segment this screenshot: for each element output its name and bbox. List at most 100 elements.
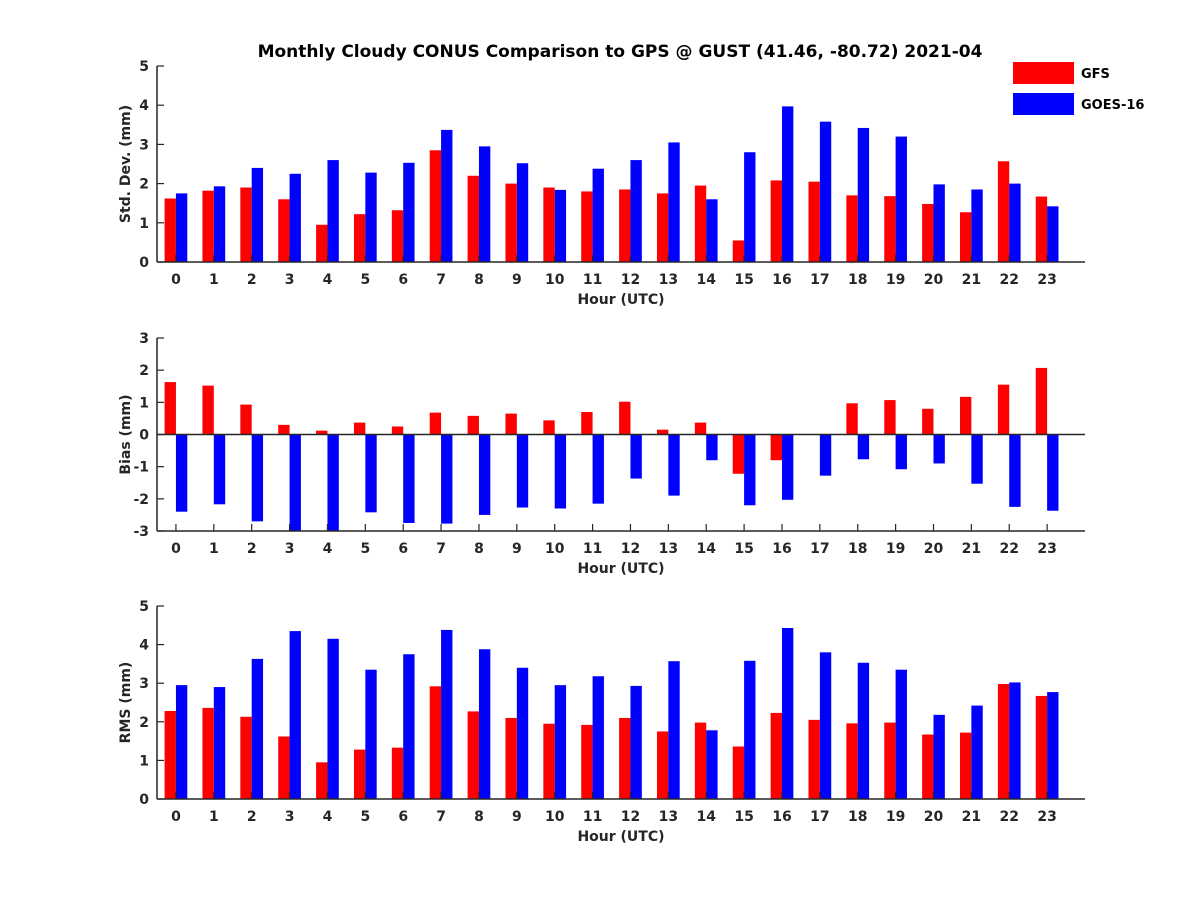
x-tick-label: 20 bbox=[924, 809, 944, 825]
bar-gfs-15 bbox=[732, 434, 745, 474]
x-tick-label: 23 bbox=[1037, 809, 1056, 825]
x-tick-label: 7 bbox=[436, 541, 446, 557]
x-tick-label: 9 bbox=[512, 272, 522, 288]
chart-title: Monthly Cloudy CONUS Comparison to GPS @… bbox=[258, 42, 983, 62]
x-tick-label: 5 bbox=[360, 272, 370, 288]
bar-gfs-14 bbox=[694, 185, 707, 262]
bar-gfs-3 bbox=[278, 424, 290, 435]
bar-gfs-12 bbox=[619, 717, 631, 799]
bar-gfs-0 bbox=[164, 710, 176, 799]
bar-goes-16-4 bbox=[327, 434, 339, 531]
legend-swatch-gfs bbox=[1013, 62, 1074, 84]
bar-gfs-22 bbox=[997, 683, 1010, 799]
bar-goes-16-22 bbox=[1009, 682, 1021, 799]
bar-gfs-1 bbox=[202, 385, 214, 435]
bar-goes-16-3 bbox=[289, 434, 301, 531]
bar-gfs-21 bbox=[960, 732, 972, 799]
x-tick-label: 15 bbox=[734, 541, 753, 557]
x-tick-label: 0 bbox=[171, 541, 181, 557]
bar-goes-16-23 bbox=[1047, 434, 1059, 511]
bar-gfs-7 bbox=[429, 150, 442, 262]
x-tick-label: 3 bbox=[285, 541, 295, 557]
y-tick-label: 4 bbox=[139, 638, 149, 654]
x-tick-label: 7 bbox=[436, 809, 446, 825]
bar-goes-16-11 bbox=[592, 434, 604, 504]
bar-gfs-1 bbox=[202, 190, 214, 262]
x-tick-label: 20 bbox=[924, 541, 944, 557]
x-tick-label: 23 bbox=[1037, 272, 1056, 288]
y-axis-label: RMS (mm) bbox=[118, 662, 134, 744]
x-tick-label: 10 bbox=[545, 809, 565, 825]
x-tick-label: 16 bbox=[772, 272, 791, 288]
x-tick-label: 17 bbox=[810, 272, 829, 288]
bar-gfs-15 bbox=[732, 746, 745, 799]
x-tick-label: 15 bbox=[734, 809, 753, 825]
legend: GFS GOES-16 bbox=[1013, 62, 1144, 115]
x-tick-label: 12 bbox=[621, 272, 640, 288]
y-tick-label: 2 bbox=[139, 363, 149, 379]
x-tick-label: 4 bbox=[323, 272, 333, 288]
y-tick-label: -3 bbox=[133, 524, 149, 540]
x-axis-label: Hour (UTC) bbox=[577, 829, 664, 845]
bar-goes-16-6 bbox=[403, 654, 415, 799]
x-tick-label: 14 bbox=[696, 272, 716, 288]
bar-goes-16-17 bbox=[819, 434, 832, 476]
bar-goes-16-21 bbox=[971, 434, 983, 484]
x-tick-label: 21 bbox=[962, 541, 981, 557]
x-tick-label: 12 bbox=[621, 541, 640, 557]
bar-gfs-2 bbox=[240, 187, 252, 262]
bar-gfs-19 bbox=[884, 196, 896, 262]
legend-label-gfs: GFS bbox=[1081, 67, 1110, 82]
bar-gfs-12 bbox=[619, 189, 631, 262]
x-tick-label: 8 bbox=[474, 272, 484, 288]
x-tick-label: 1 bbox=[209, 272, 219, 288]
bar-goes-16-23 bbox=[1047, 692, 1059, 799]
bar-goes-16-21 bbox=[971, 705, 983, 799]
bar-goes-16-5 bbox=[365, 172, 377, 262]
x-tick-label: 5 bbox=[360, 809, 370, 825]
bar-goes-16-17 bbox=[819, 121, 832, 262]
x-tick-label: 11 bbox=[583, 541, 602, 557]
y-tick-label: 3 bbox=[139, 137, 149, 153]
x-tick-label: 19 bbox=[886, 809, 905, 825]
x-axis-label: Hour (UTC) bbox=[577, 561, 664, 577]
bar-gfs-14 bbox=[694, 422, 707, 435]
x-tick-label: 17 bbox=[810, 809, 829, 825]
y-tick-label: 4 bbox=[139, 98, 149, 114]
bar-gfs-12 bbox=[619, 401, 631, 435]
bar-gfs-10 bbox=[543, 723, 555, 799]
bar-gfs-10 bbox=[543, 187, 555, 262]
bar-goes-16-15 bbox=[744, 660, 756, 799]
bar-gfs-5 bbox=[353, 422, 366, 435]
bar-goes-16-19 bbox=[895, 669, 907, 799]
bar-gfs-16 bbox=[770, 712, 782, 799]
bar-goes-16-14 bbox=[706, 199, 718, 262]
bar-goes-16-1 bbox=[213, 434, 226, 505]
x-tick-label: 18 bbox=[848, 809, 867, 825]
x-tick-label: 6 bbox=[398, 809, 408, 825]
x-tick-label: 4 bbox=[323, 541, 333, 557]
y-tick-label: 3 bbox=[139, 331, 149, 347]
y-axis-label: Std. Dev. (mm) bbox=[118, 105, 134, 223]
bar-goes-16-15 bbox=[744, 434, 756, 506]
x-tick-label: 22 bbox=[1000, 272, 1019, 288]
bar-goes-16-1 bbox=[213, 687, 226, 799]
bar-gfs-0 bbox=[164, 382, 176, 435]
x-tick-label: 19 bbox=[886, 272, 905, 288]
bar-goes-16-4 bbox=[327, 160, 339, 262]
bar-gfs-3 bbox=[278, 736, 290, 799]
bar-goes-16-15 bbox=[744, 152, 756, 262]
bar-goes-16-13 bbox=[668, 434, 680, 496]
bar-goes-16-10 bbox=[554, 685, 567, 799]
x-tick-label: 10 bbox=[545, 272, 565, 288]
bar-gfs-20 bbox=[922, 734, 934, 799]
bar-goes-16-11 bbox=[592, 676, 604, 799]
bar-goes-16-7 bbox=[441, 129, 453, 262]
bar-goes-16-19 bbox=[895, 136, 907, 262]
bar-gfs-23 bbox=[1035, 367, 1048, 435]
bar-gfs-6 bbox=[391, 210, 404, 262]
bar-gfs-4 bbox=[316, 430, 328, 435]
y-tick-label: 0 bbox=[139, 428, 149, 444]
bar-gfs-13 bbox=[656, 429, 669, 435]
